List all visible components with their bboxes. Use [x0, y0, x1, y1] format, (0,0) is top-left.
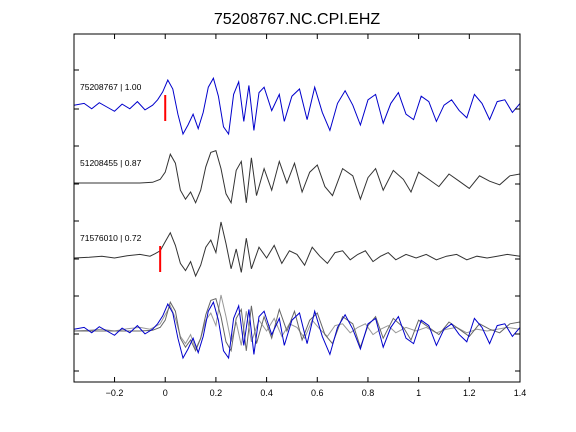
x-tick-label-2: 0.2 [210, 388, 223, 398]
axes: −0.2 0 0.2 0.4 0.6 0.8 1 1.2 1.4 [73, 33, 527, 398]
trace-line-3 [73, 221, 521, 278]
trace-line-2 [74, 149, 521, 205]
trace-labels: 75208767 | 1.00 51208455 | 0.87 71576010 |… [80, 82, 142, 243]
overlay-group [73, 294, 521, 360]
x-tick-label-5: 0.8 [362, 388, 375, 398]
x-tick-label-3: 0.4 [260, 388, 273, 398]
x-tick-label-1: 0 [163, 388, 168, 398]
trace-label-1: 75208767 | 1.00 [80, 82, 142, 92]
trace-group [73, 76, 521, 278]
x-tick-label-4: 0.6 [311, 388, 324, 398]
x-tick-label-6: 1 [416, 388, 421, 398]
x-tick-label-7: 1.2 [463, 388, 476, 398]
pick-markers [159, 95, 167, 272]
trace-label-2: 51208455 | 0.87 [80, 158, 142, 168]
trace-label-3: 71576010 | 0.72 [80, 233, 142, 243]
overlay-trace-1 [73, 300, 521, 360]
axes-box [73, 33, 521, 383]
x-tick-label-8: 1.4 [514, 388, 527, 398]
x-tick-label-0: −0.2 [106, 388, 124, 398]
chart-title: 75208767.NC.CPI.EHZ [214, 11, 381, 28]
trace-line-1 [73, 76, 521, 136]
